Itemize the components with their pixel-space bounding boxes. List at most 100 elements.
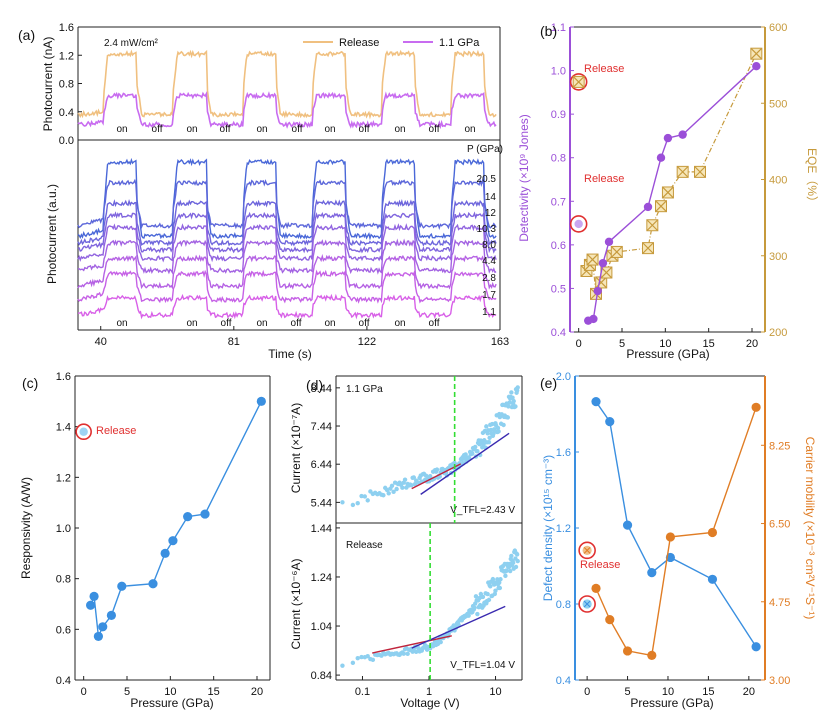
panel-b-detectivity-point (604, 237, 614, 247)
e-yticks_left-label: 0.4 (556, 675, 571, 687)
panel-c-release-label: Release (96, 425, 136, 437)
panel-a-legend-label: 1.1 GPa (439, 37, 480, 49)
panel-a-top-onoff-label: on (324, 124, 335, 135)
panel-e-release-mobility-cross (583, 546, 591, 554)
panel-d-bottom-data-point (370, 657, 376, 663)
panel-c-xlabel: Pressure (GPa) (130, 696, 213, 710)
panel-d-bottom-data-point (503, 573, 508, 579)
e-xtick-label: 10 (662, 686, 674, 698)
panel-c-responsivity-point (160, 548, 170, 558)
a_top-yticks-label: 0.0 (59, 135, 74, 147)
panel-c-responsivity-point (256, 396, 266, 406)
e-yticks_left-label: 0.8 (556, 599, 571, 611)
panel-d-top-sample-label: 1.1 GPa (346, 384, 383, 395)
panel-d-top-data-point (486, 439, 492, 445)
panel-d-bottom-fit-tfl (411, 605, 506, 649)
panel-a-xtick-label: 81 (228, 336, 240, 348)
panel-label-e: (e) (540, 375, 557, 391)
panel-d-bottom-data-point (466, 613, 471, 618)
panel-d-top-data-point (359, 493, 364, 499)
panel-b-detectivity-line (587, 65, 757, 322)
panel-d-top-data-point (515, 385, 520, 390)
panel-e-release-defect-cross (583, 600, 591, 608)
c-yticks-label: 0.8 (56, 574, 71, 586)
d_bottom-yticks-label: 0.84 (311, 670, 332, 682)
panel-d-top-data-point (394, 486, 399, 492)
c-xtick-label: 10 (164, 686, 176, 698)
panel-a-top-onoff-label: on (394, 124, 405, 135)
panel-d-top-data-point (463, 452, 468, 457)
d_top-yticks-label: 7.44 (311, 421, 332, 433)
panel-c-responsivity-point (168, 536, 178, 546)
panel-b-release-detectivity-point (574, 219, 583, 229)
b-yticks_right-label: 400 (769, 175, 787, 187)
panel-e-mobility-point (751, 402, 761, 412)
panel-a-pressure-label: 2.8 (482, 273, 496, 284)
panel-d-bottom-data-point (509, 553, 514, 559)
panel-a-top-onoff-label: off (152, 124, 163, 135)
panel-d-bottom-vtfl-label: V_TFL=1.04 V (450, 660, 515, 671)
panel-a-bottom-onoff-label: on (116, 318, 127, 329)
panel-b-detectivity-point (593, 286, 602, 296)
panel-b-eqe-point (611, 246, 623, 258)
panel-a-top-onoff-label: off (292, 124, 303, 135)
panel-e-mobility-point (707, 527, 718, 538)
b-xtick-label: 10 (659, 338, 671, 350)
panel-a-pressure-label: 1.1 (482, 307, 496, 318)
panel-a-bottom-onoff-label: off (429, 318, 440, 329)
panel-e-ylabel-right: Carrier mobility (×10⁻³ cm²V⁻¹S⁻¹) (803, 437, 817, 620)
b-yticks_right-label: 200 (769, 327, 787, 339)
b-yticks_left-label: 0.8 (551, 153, 566, 165)
c-xtick-label: 0 (81, 686, 87, 698)
panel-b-detectivity-point (678, 130, 687, 139)
c-yticks-label: 1.2 (56, 472, 71, 484)
panel-d-bottom-data-point (513, 564, 519, 570)
panel-a-bottom-series-10_3 (77, 211, 497, 254)
panel-b-release-detectivity-ring (569, 215, 588, 233)
e-xtick-label: 20 (743, 686, 755, 698)
panel-b-xlabel: Pressure (GPa) (626, 347, 709, 361)
panel-c-responsivity-point (89, 591, 99, 602)
panel-d-top-data-point (411, 475, 417, 480)
panel-d-bottom-data-point (355, 655, 360, 661)
panel-a-bottom-onoff-label: on (324, 318, 335, 329)
panel-a-power-label: 2.4 mW/cm² (104, 38, 159, 49)
e-xtick-label: 15 (702, 686, 714, 698)
panel-e-defect-point (751, 642, 761, 652)
panel-d-top-data-point (511, 398, 516, 404)
panel-b-detectivity-point (663, 133, 673, 143)
panel-d-xtick-label: 1 (426, 686, 432, 698)
panel-d-top-data-point (496, 429, 501, 434)
d_bottom-yticks-label: 1.04 (311, 621, 332, 633)
panel-a-top-ylabel: Photocurrent (nA) (41, 37, 55, 132)
panel-d-xtick-label: 0.1 (355, 686, 370, 698)
panel-d-top-data-point (513, 404, 518, 409)
panel-d-top-data-point (400, 485, 405, 490)
panel-label-a: (a) (18, 27, 35, 43)
panel-a-bottom-series-4_4 (78, 238, 497, 275)
panel-d-bottom-data-point (485, 591, 490, 597)
panel-a-bottom-series-12 (77, 199, 497, 247)
panel-a-top-onoff-label: off (429, 124, 440, 135)
panel-c-responsivity-point (86, 600, 96, 610)
panel-a-top-onoff-label: on (186, 124, 197, 135)
panel-d-top-data-point (386, 491, 391, 496)
panel-d-bottom-ylabel: Current (×10⁻⁶A) (289, 559, 303, 650)
panel-a-xtick-label: 163 (491, 336, 509, 348)
panel-d-top-data-point (389, 483, 395, 488)
panel-a-pressure-title: P (GPa) (467, 144, 503, 155)
c-xtick-label: 15 (208, 686, 220, 698)
c-yticks-label: 0.4 (56, 675, 71, 687)
panel-d-top-data-point (484, 424, 489, 429)
panel-a-xtick-label: 122 (358, 336, 376, 348)
panel-d-bottom-data-point (495, 577, 500, 582)
panel-d-top-vtfl-label: V_TFL=2.43 V (450, 505, 515, 516)
panel-d-bottom-data-point (473, 594, 479, 599)
c-yticks-label: 1.4 (56, 422, 71, 434)
panel-d-top-data-point (509, 390, 514, 395)
b-xtick-label: 20 (746, 338, 758, 350)
panel-a-bottom-series-20_5 (77, 157, 497, 241)
panel-b-eqe-point (662, 187, 674, 198)
panel-d-bottom-data-point (497, 580, 502, 585)
panel-b-ylabel-right: EQE（%） (805, 148, 819, 208)
